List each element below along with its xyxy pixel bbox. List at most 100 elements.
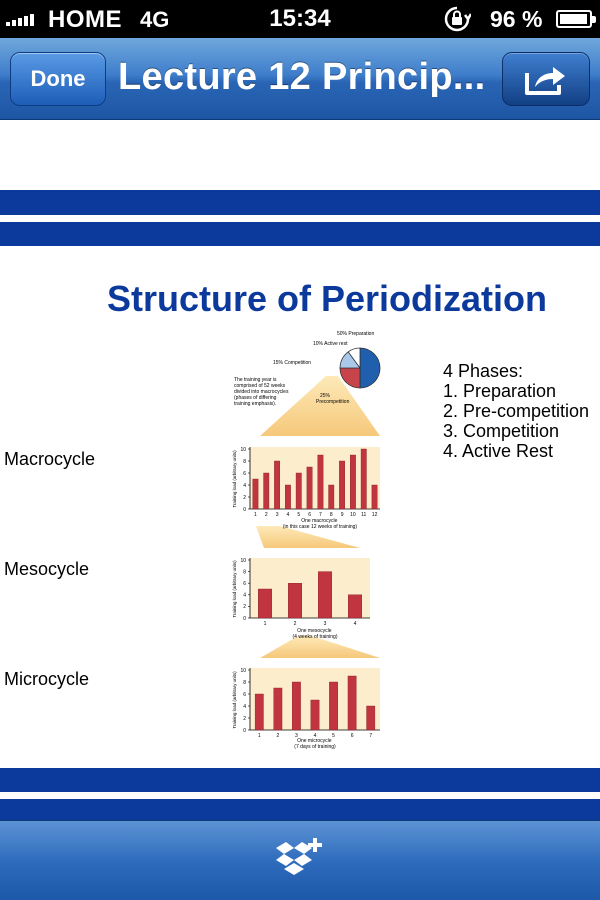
bar — [252, 478, 259, 510]
x-tick-label: 2 — [265, 512, 268, 518]
pie-label-precompetition: 25% Precompetition — [316, 393, 350, 405]
bar — [329, 681, 338, 731]
bar — [317, 454, 324, 510]
x-tick-label: 5 — [297, 512, 300, 518]
carrier-name: HOME — [48, 6, 122, 33]
pie-label-preparation: 50% Preparation — [337, 331, 374, 337]
document-title: Lecture 12 Princip... — [118, 56, 486, 98]
y-tick-label: 10 — [240, 558, 246, 564]
y-tick-label: 10 — [240, 447, 246, 453]
cone-meso-to-micro — [260, 636, 380, 658]
share-icon — [525, 67, 565, 95]
periodization-figure: 50% Preparation 10% Active rest 15% Comp… — [232, 331, 381, 750]
x-tick-label: 10 — [350, 512, 356, 518]
bar — [306, 466, 313, 510]
phases-heading: 4 Phases: — [443, 361, 524, 381]
y-tick-label: 4 — [243, 593, 246, 599]
x-tick-label: 4 — [287, 512, 290, 518]
done-button[interactable]: Done — [10, 52, 106, 106]
figure-text: 50% Preparation 10% Active rest 15% Comp… — [234, 331, 374, 407]
signal-icon — [6, 12, 34, 26]
zoom-cones — [256, 376, 380, 658]
bottom-band-upper — [0, 768, 600, 792]
bar — [295, 472, 302, 510]
top-band-lower — [0, 222, 600, 246]
bar — [274, 460, 280, 510]
x-tick-label: 1 — [254, 512, 257, 518]
y-tick-label: 6 — [243, 581, 246, 587]
y-tick-label: 8 — [243, 569, 246, 575]
x-tick-label: 11 — [361, 512, 366, 518]
slide-page: Structure of Periodization Macrocycle Me… — [0, 120, 600, 820]
x-tick-label: 3 — [276, 512, 279, 518]
y-tick-label: 4 — [243, 483, 246, 489]
x-axis-captions: One macrocycle (in this case 12 weeks of… — [283, 518, 358, 750]
share-button[interactable] — [502, 52, 590, 106]
bar — [285, 484, 291, 510]
x-tick-label: 1 — [264, 621, 267, 627]
pie-slice-preparation — [359, 347, 381, 389]
mesocycle-label: Mesocycle — [4, 559, 90, 579]
x-tick-label: 6 — [351, 733, 354, 739]
y-tick-label: 2 — [243, 716, 246, 722]
bar — [371, 484, 378, 510]
bar — [347, 675, 357, 731]
y-tick-label: 2 — [243, 495, 246, 501]
y-axis-label: Training load (arbitrary units) — [232, 671, 237, 729]
x-tick-label: 5 — [332, 733, 335, 739]
bar — [348, 594, 362, 619]
top-band-upper — [0, 190, 600, 215]
network-type: 4G — [140, 7, 170, 32]
cone-macro-to-meso — [256, 526, 360, 548]
bar — [254, 693, 264, 731]
battery-percent: 96 % — [490, 6, 543, 32]
bar — [339, 460, 345, 510]
training-year-note: The training year is comprised of 52 wee… — [234, 377, 290, 407]
y-axis-label: Training load (arbitrary units) — [232, 560, 237, 618]
y-tick-label: 0 — [243, 507, 246, 513]
x-tick-label: 8 — [330, 512, 333, 518]
x-tick-label: 9 — [341, 512, 344, 518]
lock-rotation-icon — [444, 6, 471, 32]
x-tick-label: 4 — [354, 621, 357, 627]
x-tick-label: 6 — [308, 512, 311, 518]
bar — [258, 588, 272, 619]
bar — [366, 705, 376, 731]
y-tick-label: 2 — [243, 604, 246, 610]
bar — [292, 681, 301, 731]
pie-slice-active-rest — [347, 347, 361, 370]
x-tick-label: 12 — [372, 512, 378, 518]
chart-panel — [250, 447, 380, 509]
pie-chart — [339, 347, 381, 389]
x-tick-label: 3 — [295, 733, 298, 739]
y-tick-label: 6 — [243, 692, 246, 698]
phase-item: 2. Pre-competition — [443, 401, 590, 421]
pie-slice-precompetition — [339, 367, 361, 389]
meso-caption: One mesocycle (4 weeks of training) — [292, 628, 337, 640]
y-tick-label: 0 — [243, 728, 246, 734]
phase-item: 1. Preparation — [443, 381, 557, 401]
slide-title: Structure of Periodization — [106, 278, 548, 319]
dropbox-add-icon — [276, 838, 322, 875]
x-tick-label: 1 — [258, 733, 261, 739]
micro-caption: One microcycle (7 days of training) — [294, 738, 336, 750]
cone-pie-to-macro — [260, 376, 380, 436]
phases-list: 4 Phases: 1. Preparation 2. Pre-competit… — [443, 361, 589, 461]
pie-label-active-rest: 10% Active rest — [313, 341, 348, 347]
x-tick-label: 2 — [276, 733, 279, 739]
phase-item: 4. Active Rest — [443, 441, 554, 461]
y-axis-label: Training load (arbitrary units) — [232, 450, 237, 508]
bar — [360, 448, 367, 510]
macro-caption: One macrocycle (in this case 12 weeks of… — [283, 518, 358, 530]
x-tick-label: 3 — [324, 621, 327, 627]
save-to-dropbox-button[interactable] — [268, 833, 332, 889]
clock-time: 15:34 — [269, 5, 331, 32]
bottom-band-lower — [0, 799, 600, 820]
y-tick-label: 4 — [243, 704, 246, 710]
y-tick-label: 10 — [240, 668, 246, 674]
pie-label-competition: 15% Competition — [273, 360, 311, 366]
